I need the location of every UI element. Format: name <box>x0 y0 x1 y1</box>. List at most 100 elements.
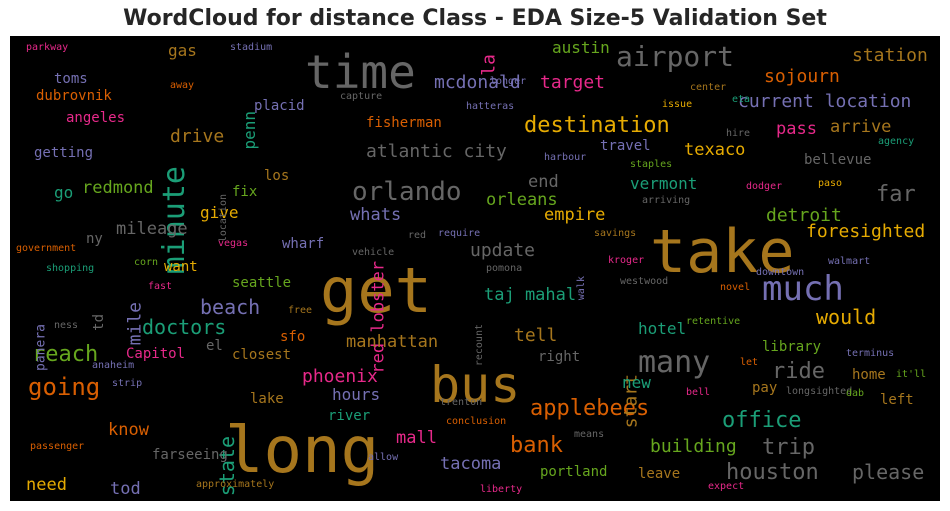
word-liberty: liberty <box>480 484 522 495</box>
word-government: government <box>16 243 76 254</box>
word-trip: trip <box>762 435 815 460</box>
word-taj-mahal: taj mahal <box>484 285 576 305</box>
word-target: target <box>540 72 605 93</box>
word-arrive: arrive <box>830 117 891 137</box>
word-lake: lake <box>250 391 284 407</box>
word-approximately: approximately <box>196 479 274 490</box>
word-require: require <box>438 228 480 239</box>
word-update: update <box>470 240 535 261</box>
word-mcdonald: mcdonald <box>434 72 521 93</box>
word-dab: dab <box>846 388 864 399</box>
word-wharf: wharf <box>282 236 324 252</box>
word-end: end <box>528 172 559 192</box>
word-strip: strip <box>112 378 142 389</box>
word-getting: getting <box>34 145 93 161</box>
word-applebees: applebees <box>530 396 649 421</box>
word-mile: mile <box>124 302 145 345</box>
word-texaco: texaco <box>684 140 745 160</box>
word-agency: agency <box>878 136 914 147</box>
word-let: let <box>740 357 758 368</box>
word-pass: pass <box>776 119 817 139</box>
word-portland: portland <box>540 464 607 480</box>
word-long: long <box>225 414 379 488</box>
word-ny: ny <box>86 231 103 247</box>
word-know: know <box>108 420 150 440</box>
word-savings: savings <box>594 228 636 239</box>
word-closest: closest <box>232 347 291 363</box>
chart-title: WordCloud for distance Class - EDA Size-… <box>123 6 827 31</box>
word-shopping: shopping <box>46 263 94 274</box>
word-gas: gas <box>168 41 197 60</box>
word-mall: mall <box>396 428 437 448</box>
word-going: going <box>28 373 100 401</box>
word-means: means <box>574 429 604 440</box>
word-new: new <box>622 373 651 392</box>
word-away: away <box>170 80 194 91</box>
word-redmond: redmond <box>82 178 154 198</box>
word-capture: capture <box>340 91 382 102</box>
word-hatteras: hatteras <box>466 101 514 112</box>
word-tell: tell <box>514 325 557 346</box>
word-anaheim: anaheim <box>92 360 134 371</box>
word-orleans: orleans <box>486 190 558 210</box>
word-red: red <box>408 230 426 241</box>
word-vermont: vermont <box>630 174 697 193</box>
word-station: station <box>852 45 928 66</box>
word-time: time <box>305 45 416 99</box>
word-sfo: sfo <box>280 329 305 345</box>
word-allow: allow <box>368 452 399 463</box>
word-recount: recount <box>474 324 485 366</box>
word-staples: staples <box>630 159 672 170</box>
word-trenton: trenton <box>440 397 482 408</box>
word-reach: reach <box>32 342 98 367</box>
word-foresighted: foresighted <box>806 221 925 242</box>
word-tod: tod <box>110 479 141 499</box>
word-mileage: mileage <box>116 219 188 239</box>
word-walk: walk <box>576 276 587 300</box>
word-fisherman: fisherman <box>366 115 442 131</box>
word-red-lobster: red lobster <box>369 261 389 374</box>
word-toms: toms <box>54 71 88 87</box>
word-building: building <box>650 436 737 457</box>
word-la: la <box>478 54 499 76</box>
wordcloud-svg: long get take bus time much minute many airport o… <box>16 38 928 499</box>
word-whats: whats <box>350 205 401 225</box>
word-seattle: seattle <box>232 275 291 291</box>
word-terminus: terminus <box>846 348 894 359</box>
word-angeles: angeles <box>66 110 125 126</box>
word-dodger: dodger <box>746 181 782 192</box>
word-give: give <box>200 203 239 222</box>
word-detroit: detroit <box>766 205 842 226</box>
word-office: office <box>722 408 801 433</box>
word-right: right <box>538 349 580 365</box>
word-paso: paso <box>818 178 842 189</box>
word-location: location <box>218 194 229 242</box>
word-far: far <box>876 182 916 207</box>
word-airport: airport <box>616 40 734 73</box>
word-harbour: harbour <box>544 152 586 163</box>
word-bus: bus <box>430 356 520 414</box>
word-pomona: pomona <box>486 263 522 274</box>
word-farseeing: farseeing <box>152 447 228 463</box>
word-retentive: retentive <box>686 316 740 327</box>
word-home: home <box>852 367 886 383</box>
word-stadium: stadium <box>230 42 272 53</box>
word-hotel: hotel <box>638 319 686 338</box>
word-destination: destination <box>524 113 670 138</box>
word-many: many <box>638 345 710 380</box>
word-ride: ride <box>772 359 825 384</box>
word-pay: pay <box>752 380 777 396</box>
word-arriving: arriving <box>642 195 690 206</box>
word-get: get <box>320 254 432 327</box>
word-would: would <box>816 305 876 329</box>
word-penn: penn <box>240 111 259 150</box>
word-fast: fast <box>148 281 172 292</box>
word-eta: eta <box>732 94 750 105</box>
word-td: td <box>91 314 107 331</box>
word-issue: issue <box>662 99 692 110</box>
word-start: start <box>620 374 641 428</box>
word-vehicle: vehicle <box>352 247 394 258</box>
word-take: take <box>650 217 795 287</box>
word-capitol: Capitol <box>126 346 185 362</box>
word-bell: bell <box>686 387 710 398</box>
